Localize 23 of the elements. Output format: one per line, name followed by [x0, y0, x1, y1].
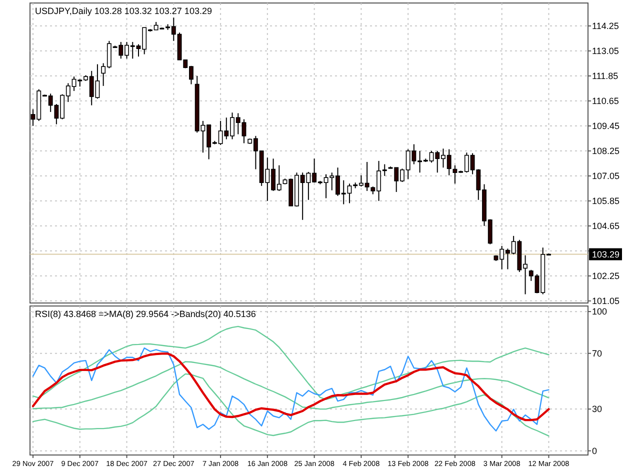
y-tick-label: 105.85 — [592, 196, 620, 206]
y-tick-label: 107.05 — [592, 171, 620, 182]
y-tick-label: 70 — [592, 348, 602, 358]
y-tick-label: 111.85 — [592, 71, 618, 82]
line-series — [32, 352, 550, 422]
y-tick-label: 110.65 — [592, 96, 619, 106]
y-tick-label: 102.25 — [592, 271, 620, 282]
y-tick-label: 109.45 — [592, 121, 620, 132]
line-series — [32, 347, 550, 432]
y-tick-label: 101.05 — [592, 296, 620, 306]
line-series — [32, 361, 550, 410]
y-tick-label: 104.65 — [592, 221, 620, 232]
y-tick-label: 113.05 — [592, 46, 619, 56]
y-tick-label: 100 — [592, 306, 608, 317]
y-tick-label: 108.25 — [592, 146, 620, 156]
line-series — [32, 373, 550, 437]
chart-title: USDJPY,Daily 103.28 103.32 103.27 103.29 — [35, 6, 212, 16]
ref-line-label: 103.29 — [592, 249, 620, 260]
y-tick-label: 114.25 — [592, 21, 619, 32]
chart-title: RSI(8) 43.8468 =>MA(8) 29.9564 ->Bands(20) 40.5136 — [35, 309, 256, 319]
y-tick-label: 30 — [592, 404, 602, 414]
y-tick-label: 0 — [592, 446, 598, 456]
line-series — [32, 326, 550, 400]
